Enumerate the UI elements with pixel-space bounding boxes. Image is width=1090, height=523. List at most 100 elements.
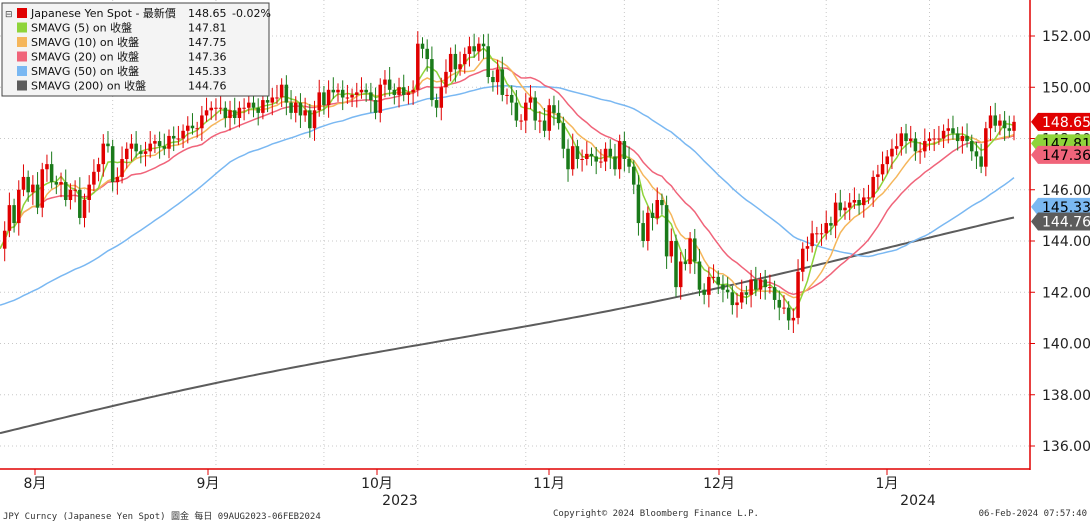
legend-value: 147.75 bbox=[188, 36, 227, 49]
legend-label: SMAVG (5) on 收盤 bbox=[31, 21, 132, 35]
y-axis-ticks: 136.00 138.00 140.00 142.00 144.00 146.00 148.… bbox=[1030, 29, 1090, 455]
candle-body bbox=[937, 138, 941, 140]
candle-body bbox=[655, 200, 659, 218]
candle-body bbox=[998, 120, 1002, 126]
footer-left: JPY Curncy (Japanese Yen Spot) 圖金 每日 09A… bbox=[3, 512, 321, 522]
candle-body bbox=[401, 87, 406, 95]
y-tick-label: 140.00 bbox=[1042, 337, 1090, 353]
candle-body bbox=[256, 107, 260, 113]
candle-body bbox=[373, 100, 378, 113]
legend-change: -0.02% bbox=[232, 7, 271, 20]
candle-body bbox=[547, 105, 552, 131]
legend-swatch bbox=[17, 51, 27, 62]
candle-body bbox=[247, 102, 251, 108]
candle-body bbox=[63, 182, 68, 200]
candle-body bbox=[890, 148, 894, 157]
candle-body bbox=[495, 69, 500, 83]
candle-body bbox=[359, 89, 364, 93]
candle-body bbox=[397, 87, 401, 95]
legend-label: Japanese Yen Spot - 最新價 bbox=[30, 6, 176, 20]
candle-body bbox=[969, 141, 974, 152]
x-month-label: 8月 bbox=[24, 476, 47, 492]
value-tag bbox=[1031, 112, 1090, 131]
candle-body bbox=[17, 189, 21, 224]
candle-body bbox=[214, 107, 218, 109]
candle-body bbox=[866, 197, 871, 199]
candle-body bbox=[843, 207, 847, 211]
candle-body bbox=[702, 289, 706, 295]
candle-body bbox=[711, 276, 716, 278]
candle-body bbox=[566, 148, 570, 170]
candle-body bbox=[786, 307, 791, 321]
candle-body bbox=[364, 89, 368, 93]
candle-body bbox=[378, 84, 383, 113]
sma-200-line bbox=[0, 216, 1015, 435]
x-month-label: 9月 bbox=[197, 476, 220, 492]
candle-body bbox=[369, 92, 373, 101]
legend-label: SMAVG (200) on 收盤 bbox=[31, 79, 146, 93]
legend-swatch bbox=[17, 22, 27, 33]
candle-body bbox=[54, 182, 59, 185]
candle-body bbox=[754, 279, 758, 290]
candle-body bbox=[439, 87, 444, 108]
legend-swatch bbox=[17, 8, 27, 18]
candle-body bbox=[674, 241, 678, 288]
candle-body bbox=[124, 148, 129, 159]
candle-body bbox=[815, 233, 819, 235]
x-month-label: 1月 bbox=[876, 476, 899, 492]
candle-body bbox=[631, 166, 636, 185]
candle-body bbox=[298, 102, 303, 116]
candle-body bbox=[636, 184, 641, 224]
candle-body bbox=[965, 135, 969, 142]
candle-body bbox=[181, 130, 185, 139]
legend-swatch bbox=[17, 37, 27, 47]
candle-body bbox=[599, 161, 603, 163]
candle-body bbox=[355, 92, 359, 95]
legend-value: 145.33 bbox=[188, 65, 227, 78]
candle-body bbox=[448, 53, 453, 72]
candle-body bbox=[157, 141, 162, 147]
candle-body bbox=[796, 271, 800, 318]
candle-body bbox=[242, 107, 246, 109]
candle-body bbox=[143, 151, 148, 154]
candle-body bbox=[542, 120, 547, 131]
candle-body bbox=[716, 276, 721, 285]
candle-body bbox=[444, 71, 448, 88]
candle-body bbox=[481, 43, 486, 47]
candle-body bbox=[176, 138, 181, 140]
candle-body bbox=[87, 184, 91, 200]
candle-body bbox=[7, 205, 12, 231]
candle-body bbox=[585, 153, 589, 159]
candle-body bbox=[326, 89, 331, 106]
x-year-label: 2023 bbox=[382, 493, 418, 509]
candle-body bbox=[101, 143, 106, 165]
candle-body bbox=[763, 279, 767, 288]
y-tick-label: 152.00 bbox=[1042, 29, 1090, 45]
candle-body bbox=[570, 146, 575, 170]
candle-body bbox=[186, 125, 190, 131]
candle-body bbox=[730, 292, 735, 306]
candle-body bbox=[580, 159, 584, 160]
candle-body bbox=[880, 164, 885, 175]
candle-body bbox=[979, 156, 983, 167]
candle-body bbox=[608, 148, 613, 157]
candle-body bbox=[232, 110, 237, 118]
candle-body bbox=[918, 151, 922, 153]
x-year-label: 2024 bbox=[900, 493, 936, 509]
legend-box bbox=[1, 2, 270, 97]
value-tag bbox=[1031, 145, 1090, 164]
candle-body bbox=[927, 138, 932, 142]
sma-50-line bbox=[0, 85, 1015, 306]
candle-body bbox=[1002, 120, 1007, 129]
candle-body bbox=[594, 156, 598, 162]
candle-body bbox=[862, 197, 866, 206]
candle-body bbox=[237, 107, 242, 118]
candle-body bbox=[852, 200, 857, 203]
candle-body bbox=[984, 128, 988, 167]
value-tag-label: 148.65 bbox=[1042, 115, 1090, 131]
candle-body bbox=[721, 284, 725, 290]
candle-body bbox=[946, 128, 951, 131]
candle-body bbox=[115, 176, 120, 183]
candle-body bbox=[988, 115, 993, 129]
